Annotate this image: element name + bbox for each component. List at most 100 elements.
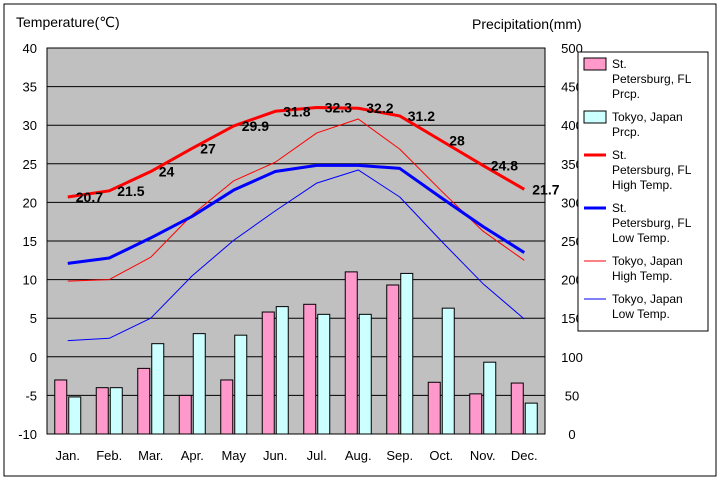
data-label-high-temp: 29.9 bbox=[242, 118, 269, 134]
bar-st-petersburg-fl-prcp-apr bbox=[178, 394, 192, 435]
legend-label: St. bbox=[612, 201, 627, 215]
y-right-tick-label: 300 bbox=[561, 195, 583, 210]
y-left-tick-label: 5 bbox=[30, 311, 37, 326]
data-label-high-temp: 31.8 bbox=[283, 103, 310, 119]
y-right-tick-label: 250 bbox=[561, 234, 583, 249]
x-tick-label: Jan. bbox=[55, 448, 80, 463]
x-tick-label: Jun. bbox=[263, 448, 288, 463]
y-left-tick-label: 15 bbox=[23, 234, 37, 249]
line-st-petersburg-fl-low-temp bbox=[67, 163, 526, 265]
precipitation-bars bbox=[54, 271, 538, 435]
bar-tokyo-japan-prcp-oct bbox=[441, 307, 455, 435]
y-left-tick-label: -10 bbox=[18, 427, 37, 442]
axes: 4035302520151050-5-105004504003503002502… bbox=[18, 41, 583, 463]
bar-st-petersburg-fl-prcp-oct bbox=[427, 381, 441, 435]
data-label-high-temp: 24.8 bbox=[491, 157, 518, 173]
legend-label: Tokyo, Japan bbox=[612, 292, 683, 306]
data-label-high-temp: 21.7 bbox=[532, 181, 559, 197]
bar-tokyo-japan-prcp-sep bbox=[400, 272, 414, 435]
bar-st-petersburg-fl-prcp-mar bbox=[137, 367, 151, 435]
line-tokyo-japan-high-temp bbox=[67, 118, 525, 282]
y-left-tick-label: 20 bbox=[23, 195, 37, 210]
y-right-tick-label: 150 bbox=[561, 311, 583, 326]
gridlines bbox=[47, 86, 545, 396]
legend-swatch bbox=[583, 57, 607, 71]
temperature-lines bbox=[67, 105, 526, 342]
bar-st-petersburg-fl-prcp-jun bbox=[261, 311, 275, 435]
data-label-high-temp: 31.2 bbox=[408, 108, 435, 124]
data-label-high-temp: 28 bbox=[449, 133, 465, 149]
x-tick-label: Oct. bbox=[429, 448, 453, 463]
bar-tokyo-japan-prcp-jun bbox=[275, 306, 289, 435]
y-right-tick-label: 100 bbox=[561, 350, 583, 365]
y-left-tick-label: -5 bbox=[25, 388, 37, 403]
y-left-tick-label: 40 bbox=[23, 41, 37, 56]
bar-st-petersburg-fl-prcp-may bbox=[220, 379, 234, 435]
line-st-petersburg-fl-high-temp bbox=[67, 105, 525, 199]
legend-swatch bbox=[583, 110, 607, 124]
legend-label: St. bbox=[612, 57, 627, 71]
bar-tokyo-japan-prcp-jan bbox=[68, 396, 82, 435]
x-tick-label: Dec. bbox=[511, 448, 538, 463]
x-tick-label: Nov. bbox=[470, 448, 496, 463]
y-right-tick-label: 200 bbox=[561, 273, 583, 288]
legend-label: Tokyo, Japan bbox=[612, 110, 683, 124]
legend-label: Prcp. bbox=[612, 125, 640, 139]
bar-tokyo-japan-prcp-mar bbox=[151, 343, 165, 435]
legend-label: High Temp. bbox=[612, 269, 672, 283]
y-left-tick-label: 30 bbox=[23, 118, 37, 133]
data-labels: 20.7 21.5 24 27 29.9 31.8 32.3 32.2 31.2 28 24.8 21… bbox=[76, 99, 560, 205]
bar-tokyo-japan-prcp-nov bbox=[483, 361, 497, 435]
y-left-tick-label: 25 bbox=[23, 157, 37, 172]
y-right-axis-title: Precipitation(mm) bbox=[472, 16, 582, 32]
x-tick-label: Feb. bbox=[96, 448, 122, 463]
y-left-tick-label: 0 bbox=[30, 350, 37, 365]
legend-label: Prcp. bbox=[612, 87, 640, 101]
y-left-tick-label: 10 bbox=[23, 273, 37, 288]
data-label-high-temp: 24 bbox=[159, 164, 175, 180]
y-right-tick-label: 450 bbox=[561, 80, 583, 95]
plot-border bbox=[46, 47, 546, 435]
data-label-high-temp: 27 bbox=[200, 140, 216, 156]
legend-label: Low Temp. bbox=[612, 231, 670, 245]
legend-label: St. bbox=[612, 148, 627, 162]
bar-tokyo-japan-prcp-feb bbox=[109, 387, 123, 435]
bar-tokyo-japan-prcp-jul bbox=[317, 313, 331, 435]
y-right-tick-label: 400 bbox=[561, 118, 583, 133]
y-right-tick-label: 500 bbox=[561, 41, 583, 56]
y-left-tick-label: 35 bbox=[23, 80, 37, 95]
y-right-tick-label: 0 bbox=[568, 427, 575, 442]
bar-st-petersburg-fl-prcp-sep bbox=[386, 284, 400, 435]
x-tick-label: Jul. bbox=[307, 448, 327, 463]
data-label-high-temp: 20.7 bbox=[76, 189, 103, 205]
bar-tokyo-japan-prcp-may bbox=[234, 334, 248, 435]
line-tokyo-japan-low-temp bbox=[67, 169, 525, 342]
bar-st-petersburg-fl-prcp-jan bbox=[54, 379, 68, 435]
bar-st-petersburg-fl-prcp-feb bbox=[95, 387, 109, 435]
data-label-high-temp: 32.2 bbox=[366, 100, 393, 116]
bar-tokyo-japan-prcp-aug bbox=[358, 313, 372, 435]
legend-label: Tokyo, Japan bbox=[612, 254, 683, 268]
legend-box bbox=[577, 51, 709, 332]
bar-st-petersburg-fl-prcp-nov bbox=[469, 393, 483, 435]
legend-label: Petersburg, FL bbox=[612, 216, 692, 230]
legend-label: Petersburg, FL bbox=[612, 72, 692, 86]
y-right-tick-label: 50 bbox=[565, 388, 579, 403]
legend-label: High Temp. bbox=[612, 178, 672, 192]
bar-st-petersburg-fl-prcp-dec bbox=[510, 382, 524, 435]
x-tick-label: Aug. bbox=[345, 448, 372, 463]
bar-st-petersburg-fl-prcp-aug bbox=[344, 271, 358, 435]
data-label-high-temp: 21.5 bbox=[117, 183, 144, 199]
bar-st-petersburg-fl-prcp-jul bbox=[303, 303, 317, 435]
bar-tokyo-japan-prcp-dec bbox=[524, 402, 538, 435]
data-label-high-temp: 32.3 bbox=[325, 99, 352, 115]
